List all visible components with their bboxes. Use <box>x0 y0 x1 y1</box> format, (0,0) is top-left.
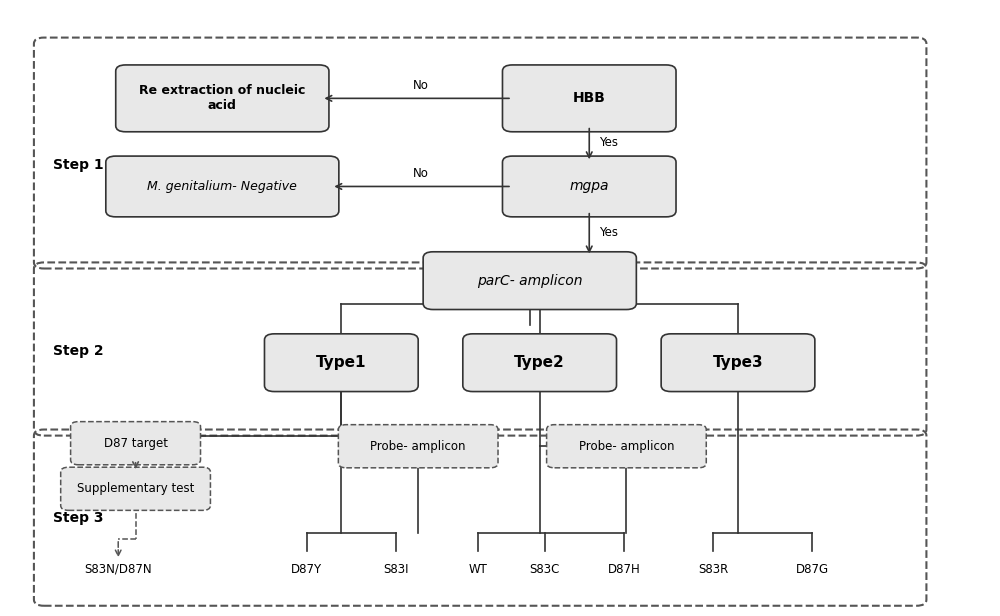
Text: Step 3: Step 3 <box>53 511 104 525</box>
Text: M. genitalium- Negative: M. genitalium- Negative <box>147 180 297 193</box>
Text: Yes: Yes <box>599 136 618 149</box>
Text: Type1: Type1 <box>316 355 367 370</box>
Text: Probe- amplicon: Probe- amplicon <box>579 440 674 453</box>
Text: Type3: Type3 <box>713 355 763 370</box>
FancyBboxPatch shape <box>661 334 815 392</box>
Text: Yes: Yes <box>599 225 618 238</box>
Text: S83N/D87N: S83N/D87N <box>84 563 152 576</box>
Text: No: No <box>413 79 429 92</box>
Text: S83I: S83I <box>383 563 409 576</box>
Text: Re extraction of nucleic
acid: Re extraction of nucleic acid <box>139 84 306 112</box>
Text: S83C: S83C <box>529 563 560 576</box>
FancyBboxPatch shape <box>106 156 339 217</box>
FancyBboxPatch shape <box>502 156 676 217</box>
Text: D87G: D87G <box>796 563 829 576</box>
FancyBboxPatch shape <box>502 65 676 132</box>
Text: Step 1: Step 1 <box>53 158 104 172</box>
Text: parC- amplicon: parC- amplicon <box>477 274 582 288</box>
Text: HBB: HBB <box>573 91 606 105</box>
Text: D87Y: D87Y <box>291 563 322 576</box>
Text: Step 2: Step 2 <box>53 344 104 357</box>
Text: WT: WT <box>469 563 488 576</box>
FancyBboxPatch shape <box>71 421 201 465</box>
FancyBboxPatch shape <box>61 467 210 510</box>
FancyBboxPatch shape <box>338 424 498 468</box>
FancyBboxPatch shape <box>116 65 329 132</box>
Text: No: No <box>413 168 429 180</box>
Text: Type2: Type2 <box>514 355 565 370</box>
Text: Probe- amplicon: Probe- amplicon <box>370 440 466 453</box>
FancyBboxPatch shape <box>264 334 418 392</box>
Text: Supplementary test: Supplementary test <box>77 482 194 495</box>
Text: D87H: D87H <box>608 563 640 576</box>
FancyBboxPatch shape <box>463 334 617 392</box>
Text: S83R: S83R <box>698 563 728 576</box>
Text: mgpa: mgpa <box>570 179 609 193</box>
Text: D87 target: D87 target <box>104 437 168 450</box>
FancyBboxPatch shape <box>547 424 706 468</box>
FancyBboxPatch shape <box>423 252 636 309</box>
